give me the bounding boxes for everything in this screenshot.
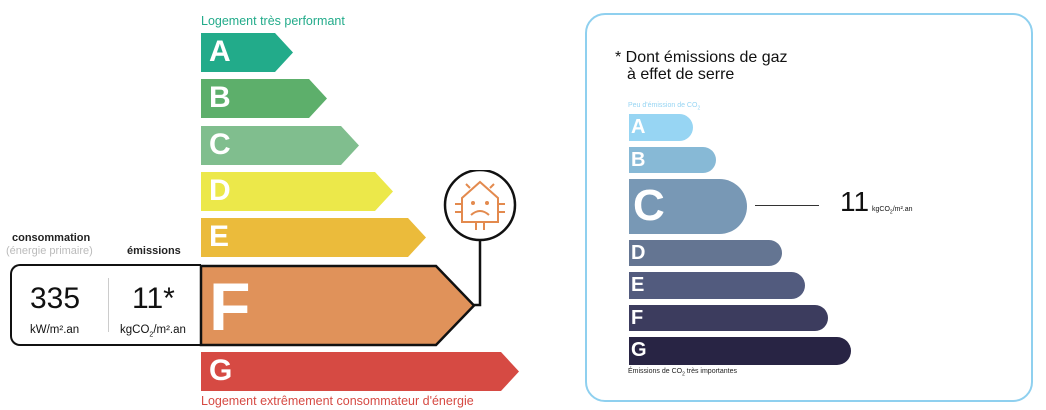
ges-class-b: B: [629, 147, 716, 173]
consumption-label: consommation: [12, 232, 91, 244]
ges-class-d: D: [629, 240, 782, 266]
class-letter: B: [209, 81, 231, 114]
ges-class-c: C: [629, 179, 747, 234]
ges-class-a: A: [629, 114, 693, 141]
value-box: 335 kW/m².an 11* kgCO2/m².an: [10, 264, 201, 346]
ges-class-e: E: [629, 272, 805, 299]
class-letter: C: [209, 128, 231, 161]
class-letter: C: [633, 181, 665, 230]
ges-title-line2: à effet de serre: [627, 66, 735, 83]
ges-class-g: G: [629, 337, 851, 365]
ges-class-f: F: [629, 305, 828, 331]
class-letter: F: [209, 269, 251, 345]
class-letter: E: [631, 274, 645, 296]
emissions-label: émissions: [127, 245, 181, 257]
class-letter: G: [209, 354, 233, 387]
ges-value: 11: [840, 186, 870, 217]
emissions-value: 11*: [132, 282, 175, 315]
sad-house-icon: [443, 170, 517, 307]
consumption-value: 335: [30, 282, 81, 315]
ges-panel: [585, 13, 1033, 402]
ges-title-line1: * Dont émissions de gaz: [615, 49, 788, 66]
bottom-caption: Logement extrêmement consommateur d'éner…: [201, 394, 474, 408]
class-letter: D: [631, 242, 646, 264]
ges-top-caption: Peu d'émission de CO2: [628, 102, 701, 112]
class-letter: A: [631, 116, 646, 138]
consumption-unit: kW/m².an: [30, 324, 80, 336]
class-letter: E: [209, 220, 230, 253]
class-letter: B: [631, 149, 646, 171]
consumption-sub-label: (énergie primaire): [6, 245, 93, 257]
top-caption: Logement très performant: [201, 14, 345, 28]
emissions-unit: kgCO2/m².an: [120, 324, 186, 339]
class-letter: G: [631, 339, 647, 361]
class-letter: A: [209, 35, 231, 68]
ges-unit: kgCO2/m².an: [872, 206, 913, 216]
class-letter: D: [209, 174, 231, 207]
class-letter: F: [631, 307, 644, 329]
divider: [108, 278, 109, 332]
ges-bottom-caption: Émissions de CO2 très importantes: [628, 368, 737, 378]
ges-pointer-line: [755, 205, 819, 206]
